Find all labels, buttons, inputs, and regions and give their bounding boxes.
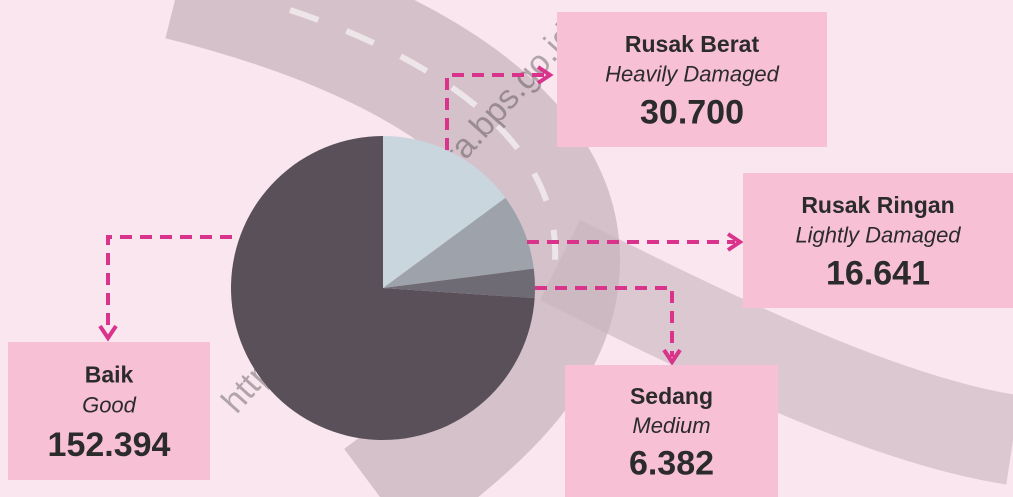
category-translation: Heavily Damaged <box>605 61 779 86</box>
value-label: 16.641 <box>826 255 930 293</box>
arrowhead <box>98 324 118 342</box>
category-name: Sedang <box>630 383 713 409</box>
label-box <box>8 342 210 480</box>
arrowhead <box>726 232 744 252</box>
category-name: Rusak Ringan <box>801 192 954 218</box>
category-translation: Lightly Damaged <box>795 222 961 247</box>
connector <box>535 286 674 357</box>
labels: Rusak Berat Heavily Damaged 30.700 Rusak Ri… <box>8 12 1013 497</box>
label-box <box>557 12 827 147</box>
pie <box>231 136 536 440</box>
value-label: 30.700 <box>640 94 744 132</box>
pie-slice <box>231 136 535 440</box>
category-translation: Good <box>82 393 137 418</box>
category-translation: Medium <box>632 413 710 438</box>
arrowhead <box>662 348 682 366</box>
category-name: Rusak Berat <box>625 31 760 57</box>
pie-slice <box>383 268 536 299</box>
arrowhead <box>536 65 554 85</box>
value-label: 152.394 <box>48 426 171 464</box>
pie-slice <box>383 136 506 288</box>
label-box <box>565 365 778 497</box>
connector <box>445 73 545 150</box>
label-box <box>743 173 1013 308</box>
category-name: Baik <box>85 362 134 388</box>
connector <box>106 235 232 333</box>
pie-slice <box>383 197 534 288</box>
value-label: 6.382 <box>629 444 714 482</box>
